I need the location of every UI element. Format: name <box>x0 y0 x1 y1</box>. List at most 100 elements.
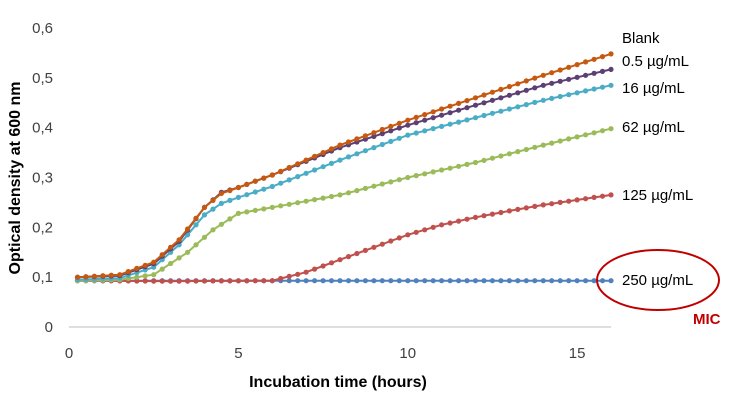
data-point <box>464 278 470 284</box>
data-point <box>244 192 250 198</box>
data-point <box>489 97 495 103</box>
data-point <box>210 278 216 284</box>
data-point <box>227 187 233 194</box>
data-point <box>574 278 580 284</box>
data-point <box>354 188 360 194</box>
data-point <box>481 157 487 163</box>
data-point <box>413 130 419 136</box>
series-125-g-ml <box>74 192 614 284</box>
series-label: Blank <box>622 30 660 47</box>
y-tick-label: 0,5 <box>32 70 53 87</box>
data-point <box>405 278 411 284</box>
data-point <box>252 189 258 195</box>
y-axis: 0 0,1 0,2 0,3 0,4 0,5 0,6 <box>32 20 53 336</box>
data-point <box>608 82 614 88</box>
y-tick-label: 0,6 <box>32 20 53 37</box>
data-point <box>574 90 580 96</box>
data-point <box>472 214 479 220</box>
data-point <box>218 190 224 196</box>
data-point <box>515 81 521 87</box>
data-point <box>489 211 495 217</box>
data-point <box>439 123 445 129</box>
data-point <box>134 274 140 280</box>
x-tick-label: 15 <box>569 345 586 362</box>
x-tick-label: 10 <box>399 345 416 362</box>
data-point <box>201 234 208 240</box>
data-point <box>481 278 487 284</box>
data-point <box>91 273 97 279</box>
data-point <box>405 132 411 138</box>
data-point <box>591 130 597 136</box>
data-point <box>278 180 284 186</box>
data-point <box>295 278 301 284</box>
data-point <box>227 197 233 203</box>
data-point <box>252 178 258 184</box>
data-point <box>328 160 335 166</box>
data-point <box>472 95 479 101</box>
data-point <box>447 110 453 116</box>
data-point <box>506 92 512 98</box>
data-point <box>523 278 529 284</box>
data-point <box>456 163 462 169</box>
data-point <box>430 109 436 115</box>
data-point <box>151 259 157 265</box>
data-point <box>489 155 495 161</box>
data-point <box>549 140 555 146</box>
data-point <box>388 128 394 134</box>
data-point <box>201 204 208 210</box>
data-point <box>269 172 275 178</box>
data-point <box>506 106 512 112</box>
data-point <box>151 278 157 284</box>
data-point <box>320 263 326 269</box>
data-point <box>337 278 343 284</box>
data-point <box>303 157 309 163</box>
data-point <box>362 247 368 253</box>
data-point <box>405 232 411 238</box>
data-point <box>413 120 419 126</box>
data-point <box>159 266 165 272</box>
data-point <box>591 194 597 200</box>
data-point <box>295 161 301 167</box>
data-point <box>566 92 572 98</box>
data-point <box>583 196 589 202</box>
data-point <box>472 278 479 284</box>
data-point <box>320 278 326 284</box>
data-point <box>574 62 580 68</box>
data-point <box>218 200 224 206</box>
data-point <box>557 199 563 205</box>
data-point <box>134 278 140 284</box>
data-point <box>532 85 538 91</box>
data-point <box>235 184 241 191</box>
data-point <box>591 56 597 62</box>
data-point <box>532 75 538 81</box>
data-point <box>489 278 495 284</box>
data-point <box>218 278 224 284</box>
data-point <box>261 278 267 284</box>
data-point <box>396 177 402 183</box>
data-point <box>396 135 402 141</box>
data-point <box>608 66 614 72</box>
data-point <box>371 130 377 136</box>
data-point <box>439 112 445 118</box>
data-point <box>574 134 580 140</box>
data-point <box>371 145 377 151</box>
data-point <box>278 168 284 174</box>
y-tick-label: 0,3 <box>32 170 53 187</box>
data-point <box>464 216 470 222</box>
data-point <box>371 244 377 250</box>
data-point <box>439 106 445 112</box>
data-point <box>422 128 428 134</box>
x-axis-title: Incubation time (hours) <box>249 374 427 391</box>
data-point <box>430 126 436 132</box>
data-point <box>286 278 292 284</box>
data-point <box>583 72 589 78</box>
data-point <box>532 278 538 284</box>
data-point <box>244 181 250 187</box>
data-point <box>464 105 470 111</box>
data-point <box>515 90 521 96</box>
data-point <box>244 209 250 215</box>
data-point <box>261 186 267 192</box>
data-point <box>498 95 504 101</box>
data-point <box>498 209 504 216</box>
data-point <box>574 74 580 80</box>
